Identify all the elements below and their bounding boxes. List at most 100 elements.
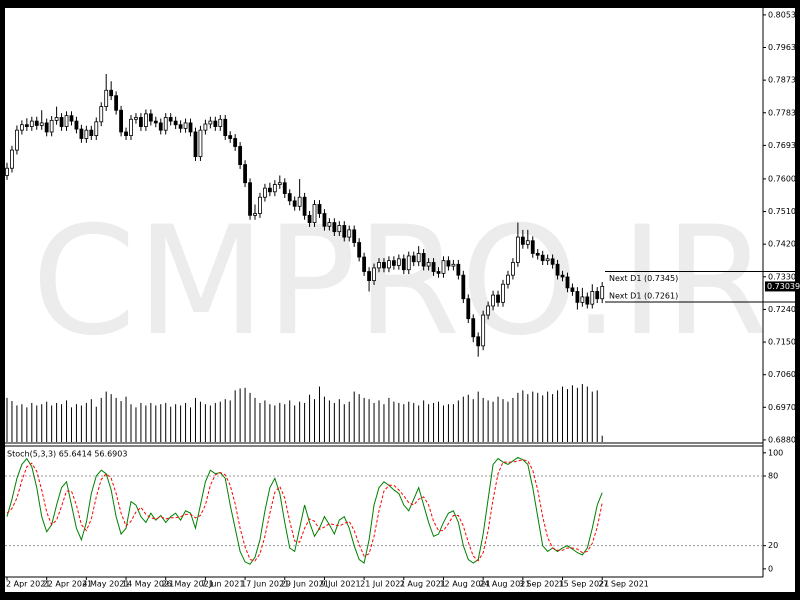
candle-body (248, 182, 252, 216)
candle-body (431, 262, 436, 272)
candle-body (139, 117, 143, 127)
candle-body (302, 196, 307, 216)
candle-body (307, 214, 312, 224)
candle-body (476, 336, 481, 347)
candle-body (585, 296, 590, 305)
candle-body (387, 260, 391, 269)
candle-body (560, 274, 565, 278)
x-tick-label: 17 Jun 2021 (241, 580, 289, 589)
candle-body (575, 291, 580, 303)
candle-body (54, 117, 59, 121)
y-tick-label: 80 (768, 472, 778, 481)
y-tick-label: 0.77830 (768, 108, 800, 117)
candle-body (535, 253, 540, 256)
candle-body (461, 274, 466, 300)
x-tick-label: 9 Jul 2021 (320, 580, 360, 589)
candle-body (580, 296, 585, 303)
price-box (765, 281, 795, 292)
candle-body (396, 258, 401, 266)
y-tick-label: 100 (768, 448, 783, 457)
candle-body (44, 122, 49, 133)
candle-body (243, 164, 247, 184)
y-tick-label: 0.73305 (768, 272, 800, 281)
candle-body (134, 117, 138, 120)
candle-body (39, 122, 44, 126)
candle-body (401, 258, 406, 271)
watermark: CMPRO.IR (32, 195, 769, 369)
candle-body (332, 222, 337, 233)
candle-body (466, 298, 471, 320)
x-tick-label: 22 Apr 2021 (43, 580, 92, 589)
candle-body (69, 115, 74, 122)
candle-body (511, 262, 515, 276)
y-tick-label: 0.80530 (768, 10, 800, 19)
candle-body (228, 135, 233, 139)
y-tick-label: 0.78730 (768, 76, 800, 85)
candle-body (297, 196, 302, 207)
candle-body (203, 123, 208, 131)
candle-body (362, 256, 367, 272)
candle-body (406, 255, 411, 271)
candle-body (49, 119, 54, 133)
x-tick-label: 24 Aug 2021 (479, 580, 530, 589)
y-tick-label: 0.79630 (768, 43, 800, 52)
candle-body (317, 204, 322, 214)
price-label: 0.73039 (767, 282, 800, 291)
candle-body (168, 117, 173, 122)
candle-body (183, 122, 188, 129)
candle-body (441, 260, 446, 274)
x-tick-label: 12 Aug 2021 (439, 580, 490, 589)
candle-body (79, 128, 84, 139)
x-tick-label: 27 Sep 2021 (598, 580, 649, 589)
stoch-line (6, 456, 603, 565)
candle-body (486, 305, 491, 316)
candle-body (446, 260, 451, 267)
candle-body (506, 274, 510, 285)
candle-body (59, 117, 64, 127)
candle-body (481, 314, 486, 347)
x-tick-label: 29 Jun 2021 (281, 580, 329, 589)
candle-body (148, 113, 153, 122)
y-tick-label: 0.76930 (768, 141, 800, 150)
candle-body (173, 120, 178, 126)
candle-body (193, 131, 198, 158)
candle-body (129, 118, 133, 136)
candle-body (382, 262, 386, 269)
candle-body (436, 271, 441, 274)
candle-body (10, 149, 14, 169)
x-tick-label: 2 Aug 2021 (400, 580, 446, 589)
candle-body (520, 236, 525, 245)
candle-body (267, 187, 272, 193)
candle-body (64, 115, 69, 127)
candle-body (109, 89, 114, 97)
candle-body (15, 129, 19, 151)
candle-body (208, 120, 213, 125)
candle-body (178, 124, 183, 129)
candle-body (282, 182, 287, 195)
y-tick-label: 0.71505 (768, 338, 800, 347)
candle-body (570, 287, 575, 292)
candle-body (411, 255, 416, 263)
y-tick-label: 0.70605 (768, 370, 800, 379)
candle-body (545, 258, 550, 262)
candle-body (253, 213, 257, 216)
candle-body (421, 253, 426, 267)
x-tick-label: 15 Sep 2021 (559, 580, 610, 589)
candle-body (555, 263, 560, 276)
candle-body (590, 291, 595, 305)
candle-body (263, 187, 267, 198)
y-tick-label: 0.75105 (768, 207, 800, 216)
candle-body (198, 129, 203, 158)
y-tick-label: 20 (768, 541, 778, 550)
candle-body (391, 260, 396, 266)
candle-body (89, 129, 94, 137)
candle-body (143, 113, 148, 127)
candle-body (337, 225, 342, 233)
candle-body (312, 204, 317, 224)
level-label: Next D1 (0.7261) (609, 291, 678, 300)
candle-body (372, 267, 376, 282)
candle-body (34, 120, 39, 126)
candle-body (416, 253, 421, 263)
candle-body (322, 213, 327, 227)
indicator-title: Stoch(5,3,3) 65.6414 56.6903 (7, 450, 127, 459)
